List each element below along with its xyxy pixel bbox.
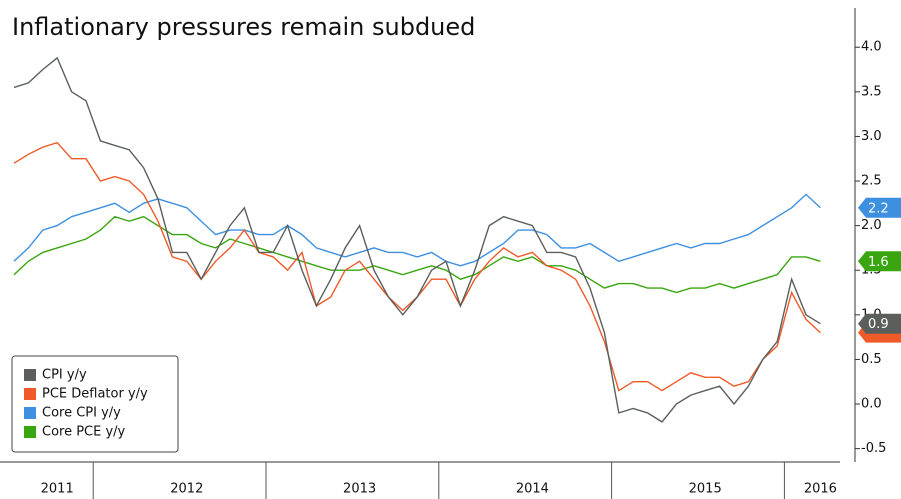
end-value-tag	[858, 313, 901, 334]
y-tick-label: 0.0	[861, 397, 882, 412]
end-value-tag	[858, 251, 901, 272]
legend-label: PCE Deflator y/y	[42, 387, 148, 402]
y-tick-label: -0.5	[861, 441, 886, 456]
end-value-label: 2.2	[868, 201, 889, 216]
end-value-tag	[858, 197, 901, 218]
x-tick-label: 2013	[343, 482, 376, 497]
x-tick-label: 2012	[170, 482, 203, 497]
end-value-label: 0.9	[868, 317, 889, 332]
end-value-label: 1.6	[868, 255, 889, 270]
y-tick-label: 4.0	[861, 40, 882, 55]
legend-swatch	[24, 426, 36, 438]
series-line	[13, 193, 821, 267]
y-tick-label: 0.5	[861, 352, 882, 367]
legend-label: Core PCE y/y	[42, 425, 126, 440]
series-line	[13, 56, 821, 423]
x-tick-label: 2014	[516, 482, 549, 497]
legend-box	[11, 355, 179, 453]
y-tick-label: 2.0	[861, 218, 882, 233]
series-line	[13, 215, 821, 294]
legend-swatch	[24, 388, 36, 400]
legend-swatch	[24, 369, 36, 381]
y-tick-label: 2.5	[861, 174, 882, 189]
legend-label: CPI y/y	[42, 368, 87, 383]
y-tick-label: 3.0	[861, 129, 882, 144]
x-tick-label: 2015	[689, 482, 722, 497]
legend-label: Core CPI y/y	[42, 406, 121, 421]
y-tick-label: 3.5	[861, 84, 882, 99]
x-tick-label: 2011	[41, 482, 74, 497]
x-tick-label: 2016	[804, 482, 837, 497]
legend-swatch	[24, 407, 36, 419]
chart-title: Inflationary pressures remain subdued	[12, 13, 475, 41]
